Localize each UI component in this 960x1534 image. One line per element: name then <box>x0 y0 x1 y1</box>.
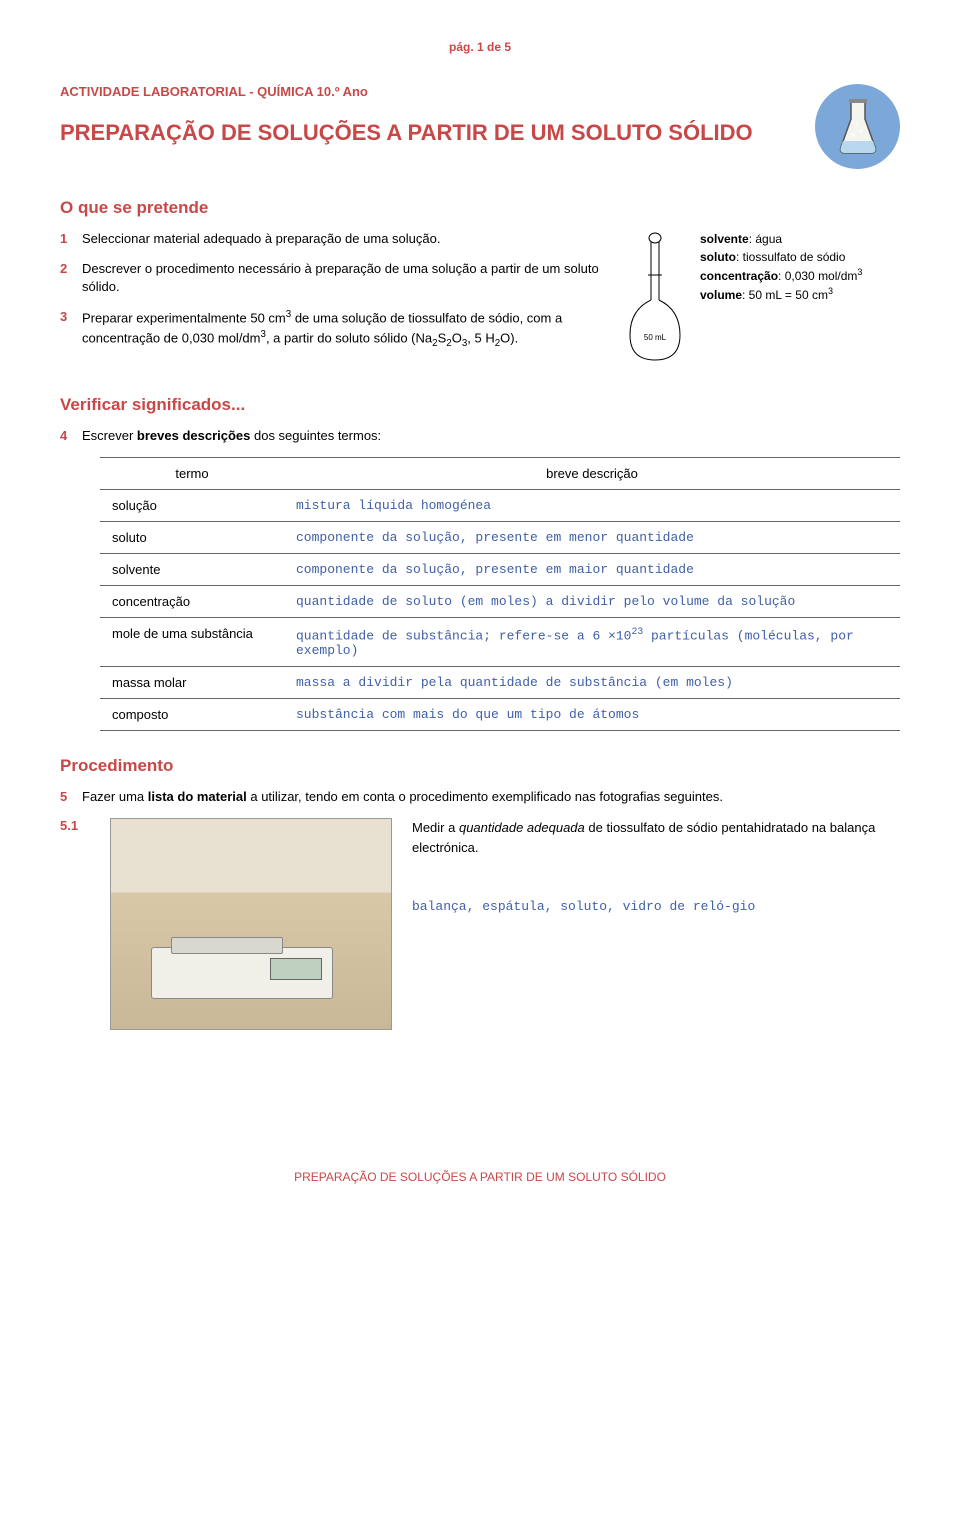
term-cell: solvente <box>100 553 284 585</box>
objective-text: Preparar experimentalmente 50 cm3 de uma… <box>82 308 600 350</box>
objective-text: Descrever o procedimento necessário à pr… <box>82 260 600 296</box>
scale-plate <box>171 937 283 954</box>
term-cell: concentração <box>100 585 284 617</box>
activity-header: ACTIVIDADE LABORATORIAL - QUÍMICA 10.º A… <box>60 84 795 99</box>
objective-number: 3 <box>60 308 82 350</box>
main-title: PREPARAÇÃO DE SOLUÇÕES A PARTIR DE UM SO… <box>60 119 795 148</box>
table-row: solutocomponente da solução, presente em… <box>100 521 900 553</box>
scale-display <box>270 958 322 980</box>
info-vol-val: : 50 mL = 50 cm <box>742 288 828 302</box>
section-objective-title: O que se pretende <box>60 198 900 218</box>
term-cell: composto <box>100 699 284 731</box>
desc-cell: componente da solução, presente em menor… <box>284 521 900 553</box>
objective-text: Seleccionar material adequado à preparaç… <box>82 230 600 248</box>
term-cell: solução <box>100 489 284 521</box>
procedure-step-number: 5.1 <box>60 818 90 1030</box>
desc-cell: quantidade de soluto (em moles) a dividi… <box>284 585 900 617</box>
page-footer: PREPARAÇÃO DE SOLUÇÕES A PARTIR DE UM SO… <box>60 1170 900 1184</box>
verify-number: 4 <box>60 427 82 445</box>
info-soluto-val: : tiossulfato de sódio <box>736 250 845 264</box>
table-row: compostosubstância com mais do que um ti… <box>100 699 900 731</box>
objective-number: 2 <box>60 260 82 296</box>
term-cell: mole de uma substância <box>100 617 284 666</box>
flask-info-box: 50 mL solvente: água soluto: tiossulfato… <box>620 230 900 370</box>
info-conc-val: : 0,030 mol/dm <box>778 269 857 283</box>
table-row: concentraçãoquantidade de soluto (em mol… <box>100 585 900 617</box>
table-row: solventecomponente da solução, presente … <box>100 553 900 585</box>
procedure-materials: balança, espátula, soluto, vidro de reló… <box>412 897 900 917</box>
table-row: soluçãomistura líquida homogénea <box>100 489 900 521</box>
scale-body <box>151 947 333 999</box>
flask-logo-circle <box>815 84 900 169</box>
section-verify-title: Verificar significados... <box>60 395 900 415</box>
table-row: mole de uma substânciaquantidade de subs… <box>100 617 900 666</box>
objective-item: 2 Descrever o procedimento necessário à … <box>60 260 600 296</box>
objectives-list: 1 Seleccionar material adequado à prepar… <box>60 230 600 351</box>
desc-cell: quantidade de substância; refere-se a 6 … <box>284 617 900 666</box>
procedure-photo-balance <box>110 818 392 1030</box>
term-cell: soluto <box>100 521 284 553</box>
volumetric-flask-icon: 50 mL <box>620 230 690 370</box>
desc-cell: massa a dividir pela quantidade de subst… <box>284 667 900 699</box>
terms-table: termo breve descrição soluçãomistura líq… <box>100 457 900 731</box>
objective-item: 1 Seleccionar material adequado à prepar… <box>60 230 600 248</box>
desc-cell: mistura líquida homogénea <box>284 489 900 521</box>
info-vol-label: volume <box>700 288 742 302</box>
table-header-desc: breve descrição <box>284 457 900 489</box>
verify-text: Escrever breves descrições dos seguintes… <box>82 427 900 445</box>
procedure-number: 5 <box>60 788 82 806</box>
section-procedure-title: Procedimento <box>60 756 900 776</box>
objective-item: 3 Preparar experimentalmente 50 cm3 de u… <box>60 308 600 350</box>
procedure-intro-item: 5 Fazer uma lista do material a utilizar… <box>60 788 900 806</box>
desc-cell: componente da solução, presente em maior… <box>284 553 900 585</box>
info-soluto-label: soluto <box>700 250 736 264</box>
info-solvente-val: : água <box>749 232 782 246</box>
table-header-term: termo <box>100 457 284 489</box>
procedure-intro-text: Fazer uma lista do material a utilizar, … <box>82 788 900 806</box>
term-cell: massa molar <box>100 667 284 699</box>
verify-intro-item: 4 Escrever breves descrições dos seguint… <box>60 427 900 445</box>
objective-number: 1 <box>60 230 82 248</box>
procedure-step: 5.1 Medir a quantidade adequada de tioss… <box>60 818 900 1030</box>
flask-icon <box>833 97 883 157</box>
svg-text:50 mL: 50 mL <box>644 333 667 342</box>
info-solvente-label: solvente <box>700 232 749 246</box>
page-indicator: pág. 1 de 5 <box>60 40 900 54</box>
desc-cell: substância com mais do que um tipo de át… <box>284 699 900 731</box>
procedure-step-text: Medir a quantidade adequada de tiossulfa… <box>412 818 900 857</box>
table-row: massa molarmassa a dividir pela quantida… <box>100 667 900 699</box>
info-conc-label: concentração <box>700 269 778 283</box>
